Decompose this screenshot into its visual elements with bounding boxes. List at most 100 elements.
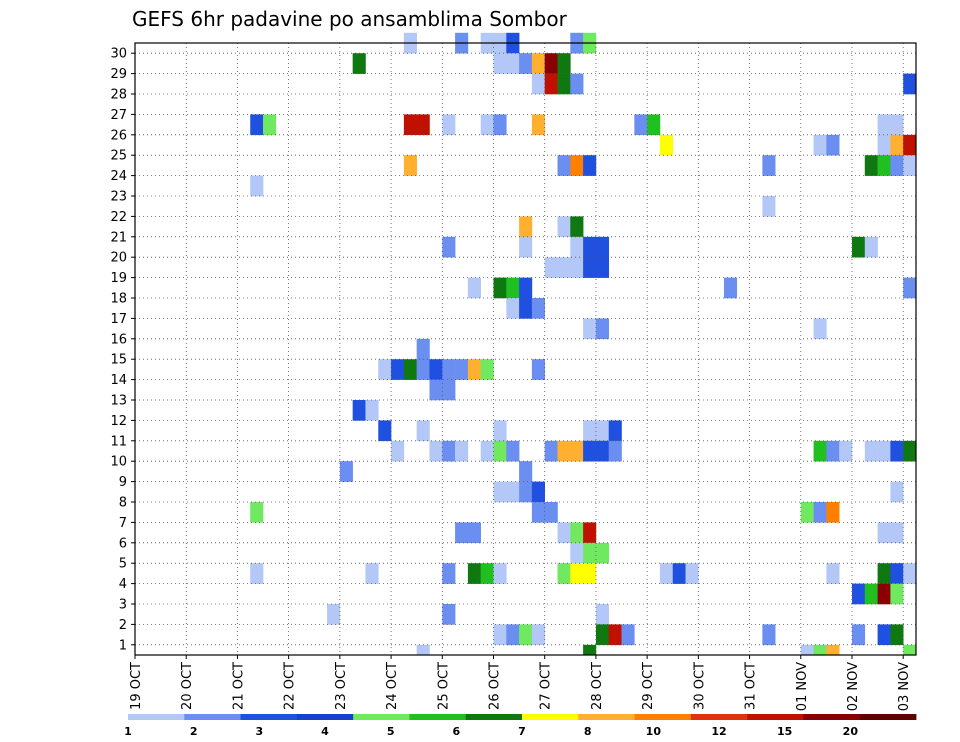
- heatmap-cell: [506, 481, 520, 503]
- heatmap-cell: [570, 257, 584, 278]
- heatmap-cell: [544, 73, 558, 95]
- heatmap-cell: [519, 461, 533, 482]
- heatmap-cell: [877, 624, 891, 646]
- y-tick-label: 10: [110, 455, 127, 470]
- y-tick-label: 7: [119, 516, 127, 531]
- x-tick-label: 24 OCT: [385, 662, 400, 710]
- heatmap-cell: [595, 420, 610, 442]
- heatmap-cell: [762, 196, 776, 217]
- colorbar-segment: [296, 714, 354, 720]
- x-tick-label: 25 OCT: [436, 662, 451, 710]
- y-tick-label: 15: [110, 353, 127, 368]
- heatmap-cell: [493, 420, 507, 442]
- heatmap-cell: [263, 114, 277, 136]
- heatmap-cell: [634, 114, 648, 136]
- heatmap-cell: [903, 644, 917, 656]
- heatmap-cell: [864, 155, 878, 176]
- colorbar-label: 4: [321, 725, 329, 738]
- heatmap-cell: [403, 114, 417, 136]
- heatmap-cell: [531, 53, 545, 74]
- x-axis: 19 OCT 20 OCT 21 OCT 22 OCT 23 OCT 24 OCT 25 O…: [129, 655, 912, 711]
- y-tick-label: 20: [110, 251, 127, 266]
- colorbar-segment: [578, 714, 635, 720]
- y-tick-label: 21: [110, 230, 127, 245]
- heatmap-cell: [519, 53, 533, 74]
- heatmap-cell: [467, 563, 481, 584]
- heatmap-cell: [506, 624, 520, 646]
- heatmap-cell: [519, 236, 533, 258]
- heatmap-cell: [826, 134, 840, 156]
- heatmap-cell: [365, 400, 379, 421]
- heatmap-cell: [583, 522, 597, 544]
- heatmap-cell: [531, 114, 545, 136]
- heatmap-cell: [378, 420, 392, 442]
- heatmap-cell: [570, 236, 584, 258]
- colorbar-segment: [184, 714, 241, 720]
- heatmap-cell: [557, 53, 571, 74]
- heatmap-cell: [506, 277, 520, 299]
- y-tick-label: 13: [110, 394, 127, 409]
- heatmap-cell: [583, 420, 597, 442]
- heatmap-cell: [403, 155, 417, 176]
- heatmap-cell: [890, 134, 904, 156]
- heatmap-cell: [583, 542, 597, 564]
- y-tick-label: 26: [110, 128, 127, 143]
- heatmap-cell: [826, 440, 840, 462]
- colorbar-segment: [747, 714, 804, 720]
- heatmap-cell: [877, 583, 891, 605]
- heatmap-cell: [851, 236, 866, 258]
- heatmap-cell: [250, 563, 264, 584]
- y-tick-label: 5: [119, 557, 127, 572]
- y-tick-label: 2: [119, 618, 127, 633]
- plot-frame: [134, 42, 917, 656]
- heatmap-cell: [570, 216, 584, 238]
- y-tick-label: 8: [119, 496, 127, 511]
- heatmap-cell: [608, 420, 622, 442]
- colorbar-segment: [634, 714, 692, 720]
- x-tick-label: 19 OCT: [129, 662, 144, 710]
- heatmap-cell: [506, 53, 520, 74]
- heatmap-cell: [723, 277, 738, 299]
- heatmap-cell: [403, 359, 417, 380]
- heatmap-cell: [570, 522, 584, 544]
- heatmap-cell: [800, 644, 814, 656]
- heatmap-cell: [480, 563, 494, 584]
- heatmap-cell: [416, 338, 430, 360]
- heatmap-cell: [595, 318, 610, 340]
- colorbar-legend: 1 2 3 4 5 6 7 8 10 12 15 20: [124, 714, 917, 738]
- heatmap-cell: [327, 604, 341, 625]
- heatmap-cell: [890, 563, 904, 584]
- heatmap-cell: [493, 563, 507, 584]
- heatmap-cell: [903, 440, 917, 462]
- heatmap-cell: [890, 583, 904, 605]
- heatmap-cell: [595, 440, 610, 462]
- heatmap-cell: [864, 440, 878, 462]
- y-axis: 1234567891011121314151617181920212223242…: [110, 47, 135, 653]
- heatmap-cell: [583, 563, 597, 584]
- heatmap-cell: [250, 175, 264, 197]
- heatmap-cell: [531, 73, 545, 95]
- heatmap-cell: [519, 298, 533, 319]
- heatmap-cell: [595, 257, 610, 278]
- heatmap-cell: [685, 563, 699, 584]
- heatmap-cell: [250, 114, 264, 136]
- heatmap-cell: [467, 522, 481, 544]
- heatmap-cell: [429, 379, 443, 401]
- heatmap-cell: [851, 583, 866, 605]
- heatmap-cell: [493, 114, 507, 136]
- heatmap-cell: [659, 563, 674, 584]
- colorbar-label: 6: [453, 725, 461, 738]
- heatmap-cell: [557, 155, 571, 176]
- heatmap-cell: [519, 277, 533, 299]
- heatmap-cell: [493, 53, 507, 74]
- x-tick-label: 02 NOV: [846, 662, 861, 711]
- heatmap-cell: [839, 440, 853, 462]
- x-tick-label: 01 NOV: [795, 662, 810, 711]
- colorbar-segment: [859, 714, 917, 720]
- y-tick-label: 6: [119, 536, 127, 551]
- heatmap-cell: [442, 379, 456, 401]
- heatmap-cell: [762, 624, 776, 646]
- heatmap-cell: [608, 624, 622, 646]
- colorbar-segment: [240, 714, 298, 720]
- y-tick-label: 16: [110, 332, 127, 347]
